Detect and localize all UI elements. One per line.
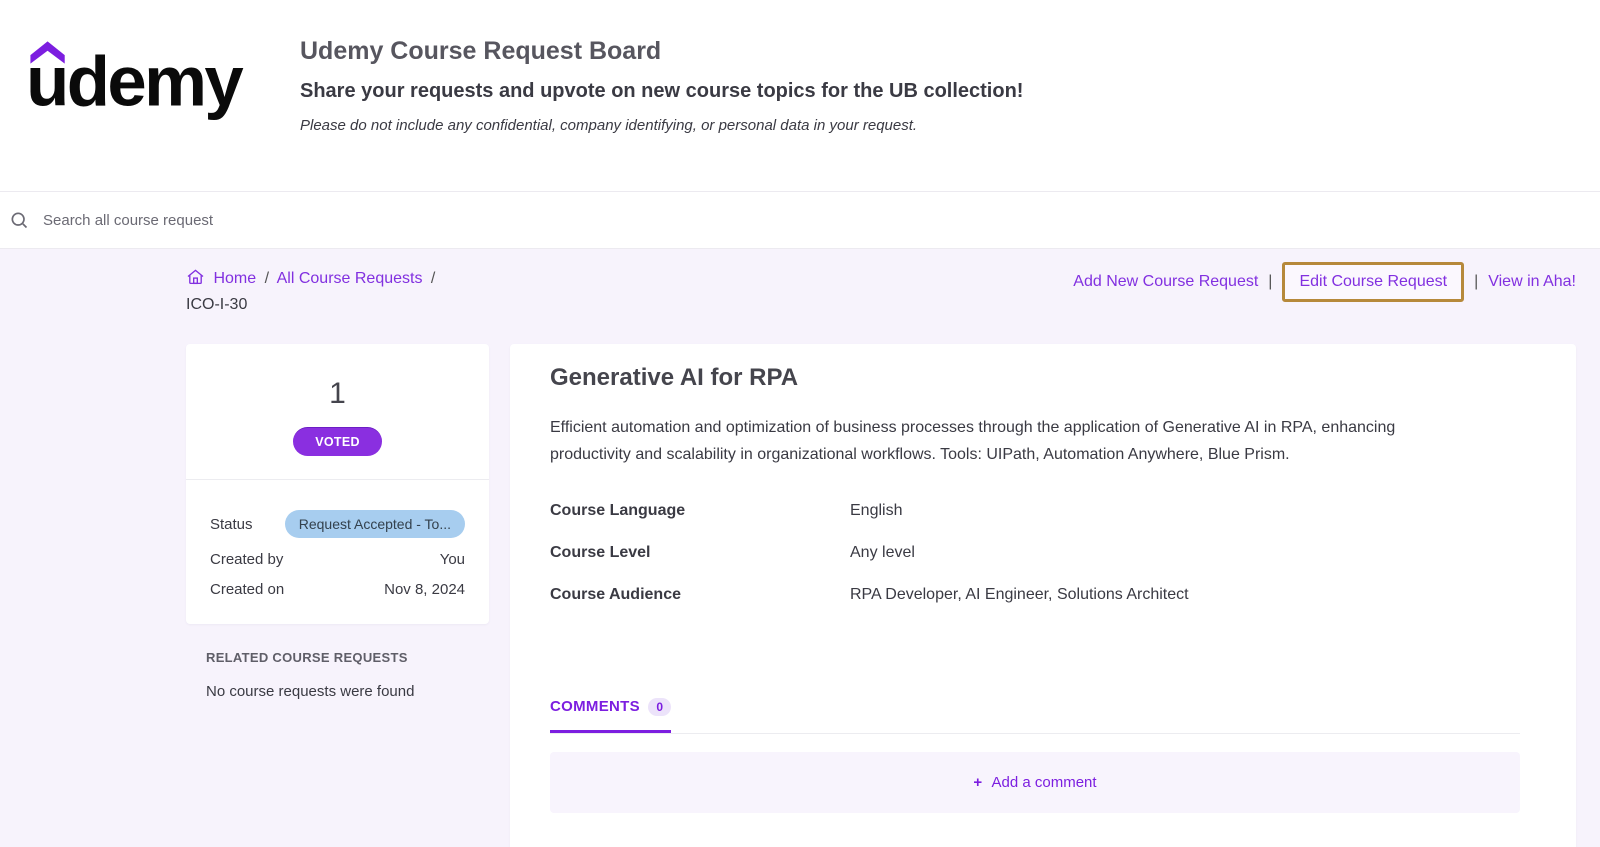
svg-text:udemy: udemy <box>26 42 243 121</box>
